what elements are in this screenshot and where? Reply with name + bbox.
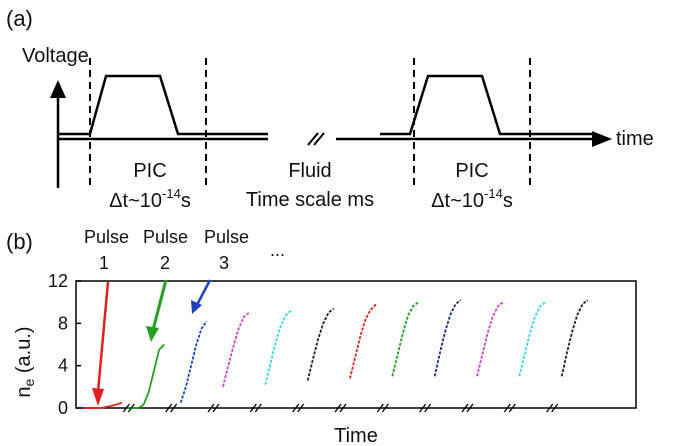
voltage-pulse-2 [380,74,596,136]
y-tick-label: 12 [48,271,68,291]
pulse-1-number: 1 [99,253,109,273]
more-pulses-ellipsis: ... [270,240,285,260]
series-line [433,299,462,377]
series-line [518,301,546,377]
plot-frame [75,280,637,409]
series-line [96,401,123,409]
series-line [476,301,504,377]
voltage-axis-arrowhead [50,80,66,98]
x-axis-break-mark [376,403,384,413]
pulse-1-word: Pulse [84,227,129,247]
segment-2-name: Fluid [288,160,331,182]
series-line [560,299,589,377]
voltage-pulse-1 [58,74,268,136]
x-axis-break-mark [546,403,554,413]
pulse-2-word: Pulse [143,227,188,247]
time-axis-label: time [616,128,654,150]
series-line [137,343,165,409]
axis-break-marks [122,403,559,413]
panel-b-label: (b) [6,229,33,254]
x-axis-break-mark [503,403,511,413]
pulse-1-arrow [96,281,110,393]
x-axis-break-mark [461,403,469,413]
y-tick-label: 8 [58,313,68,333]
series-line [264,309,292,385]
panel-a-label: (a) [6,6,33,31]
y-tick-label: 0 [58,398,68,418]
series-line [222,312,250,388]
y-axis-label: ne (a.u.) [13,326,37,397]
series-line [349,303,377,379]
x-axis-break-mark [207,403,215,413]
y-axis-ticks: 0 4 8 12 [48,271,81,418]
pulse-1-arrowhead [92,388,104,406]
y-tick-label: 4 [58,356,68,376]
x-axis-label: Time [334,425,378,446]
pulse-3-number: 3 [219,253,229,273]
series-layer [84,299,589,409]
panel-a: (a) Voltage time PIC Δt~10-14s Fluid Tim… [6,6,654,212]
x-axis-break-mark [419,403,427,413]
x-axis-break-mark [339,403,347,413]
segment-3-name: PIC [455,160,488,182]
x-axis-break-mark [292,403,300,413]
segment-3-time-step: Δt~10-14s [431,186,513,212]
x-axis-break-mark [334,403,342,413]
pulse-arrows [92,279,212,406]
series-line [391,301,419,377]
segment-1-time-step: Δt~10-14s [109,186,191,212]
x-axis-break-mark [424,403,432,413]
x-axis-break-mark [254,403,262,413]
time-axis-arrowhead [592,131,612,147]
pulse-3-word: Pulse [204,227,249,247]
voltage-axis-label: Voltage [22,45,89,67]
x-axis-break-mark [165,403,173,413]
series-line [179,320,208,403]
segment-2-time-scale: Time scale ms [246,189,374,211]
pulse-2-number: 2 [160,253,170,273]
x-axis-break-mark [297,403,305,413]
x-axis-break-mark [551,403,559,413]
x-axis-break-mark [249,403,257,413]
pulse-2-arrowhead [146,326,159,342]
x-axis-break-mark [122,403,130,413]
pulse-3-arrow [195,279,212,306]
x-axis-break-mark [170,403,178,413]
pulse-2-arrow [151,279,168,331]
x-axis-break-mark [466,403,474,413]
segment-1-name: PIC [133,160,166,182]
x-axis-break-mark [381,403,389,413]
panel-b: (b) Pulse 1 Pulse 2 Pulse 3 ... 0 4 8 12 ne… [6,227,637,446]
x-axis-break-mark [127,403,135,413]
x-axis-break-mark [212,403,220,413]
axis-break-icon [307,132,325,146]
series-line [306,307,335,381]
x-axis-break-mark [508,403,516,413]
pulse-3-arrowhead [191,300,202,314]
